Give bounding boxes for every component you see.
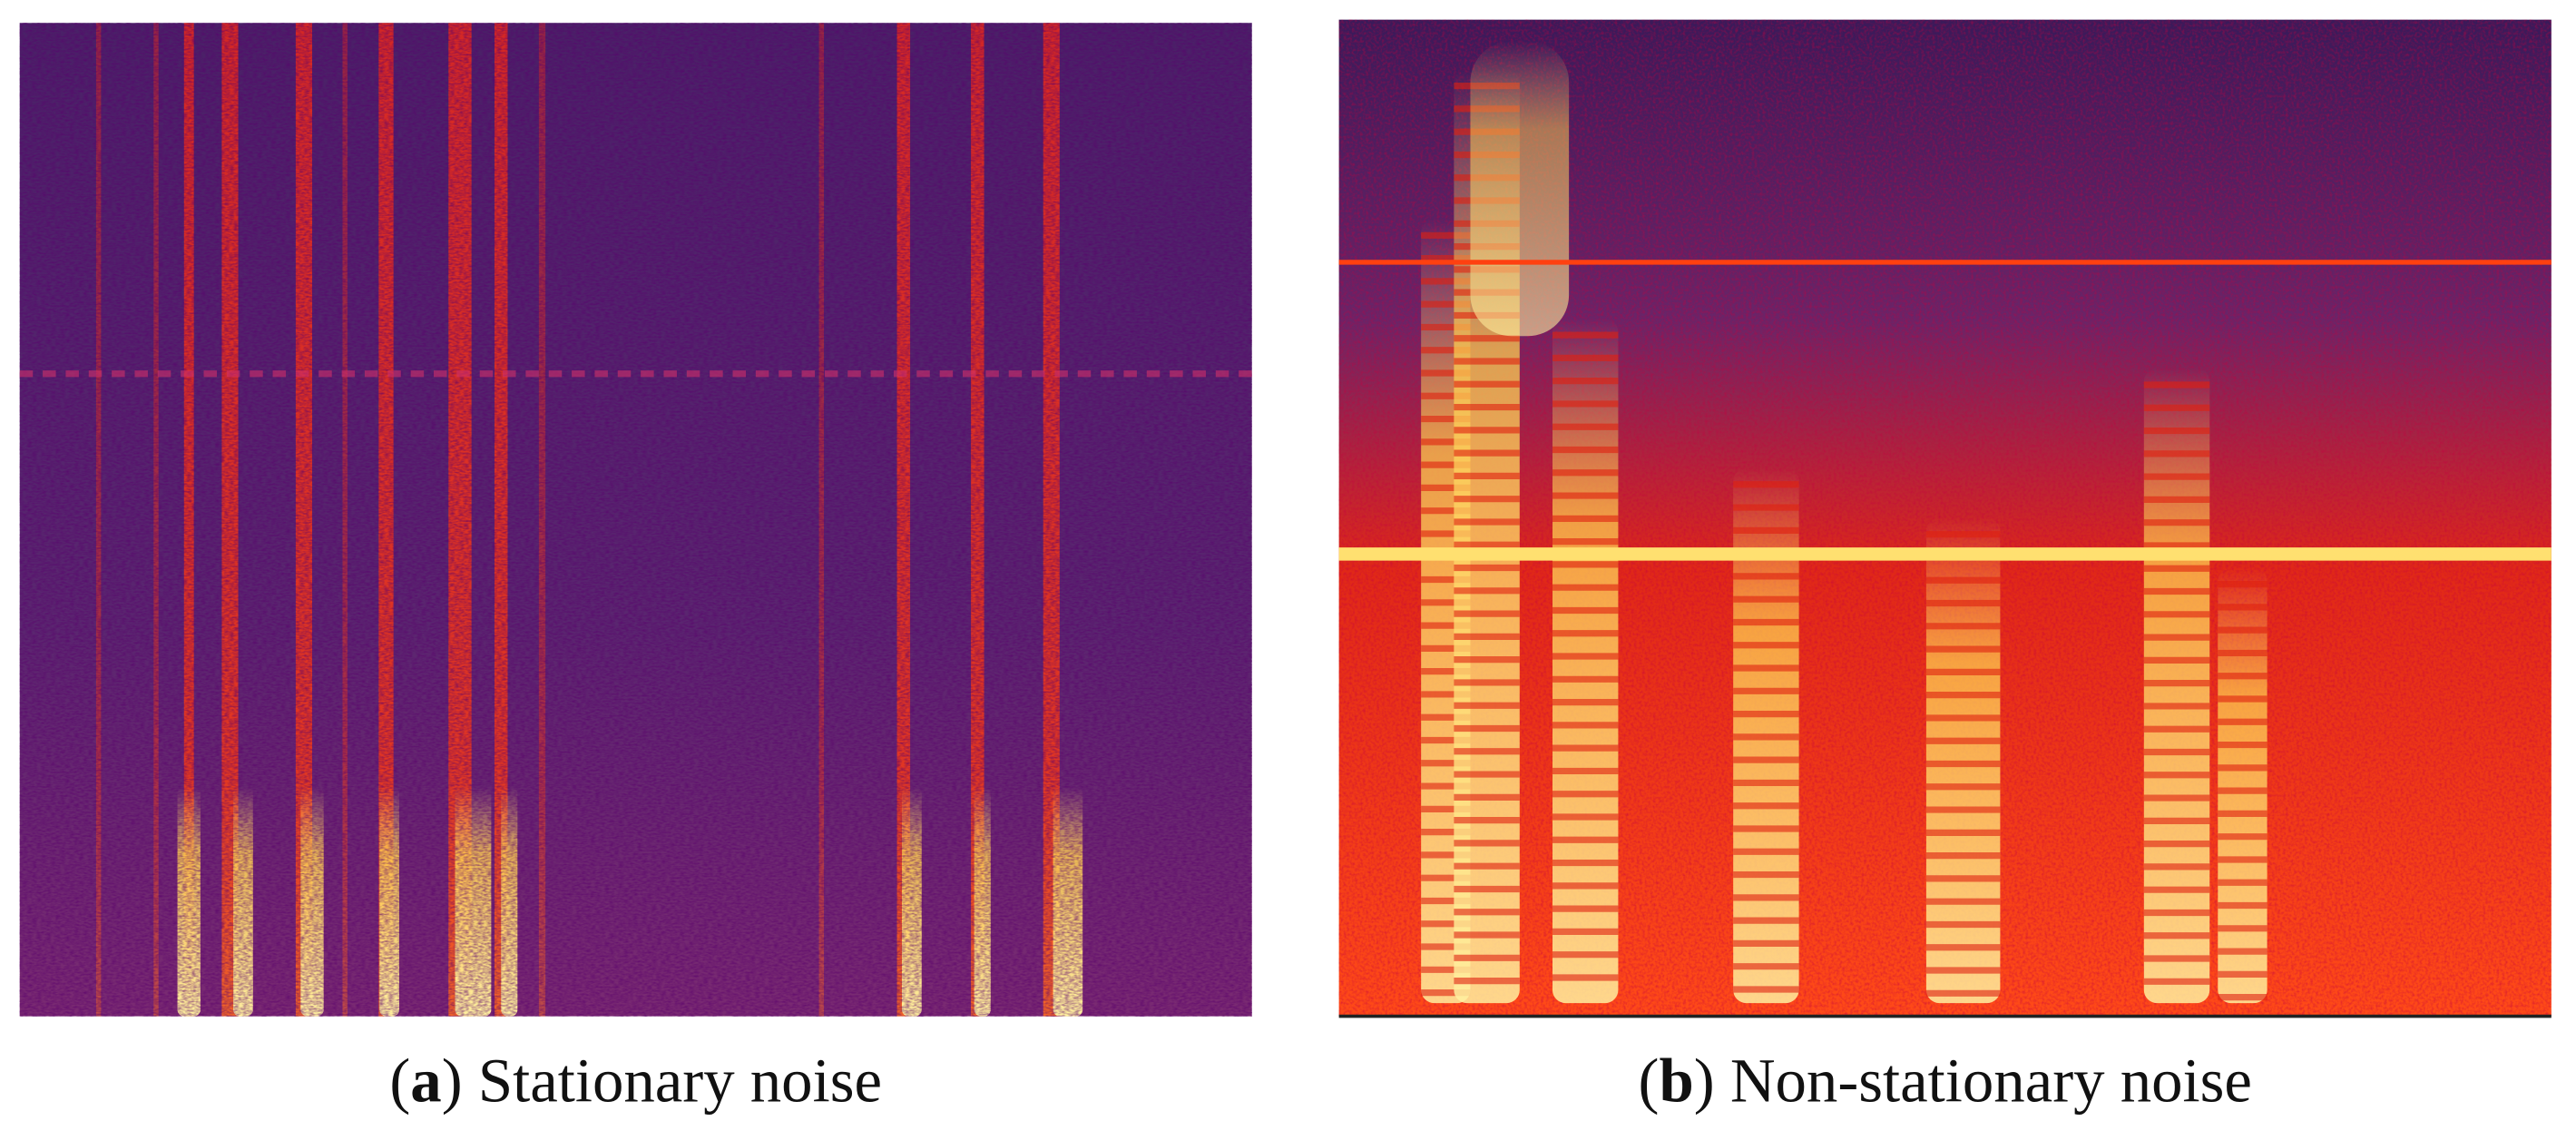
noise-texture bbox=[19, 23, 1252, 1017]
caption-text: Stationary noise bbox=[478, 1047, 882, 1116]
caption-paren: ( bbox=[1639, 1047, 1660, 1116]
speech-column bbox=[1552, 319, 1619, 1004]
caption-label: b bbox=[1659, 1047, 1693, 1116]
spectrogram-a bbox=[19, 23, 1252, 1017]
caption-text: Non-stationary noise bbox=[1730, 1047, 2252, 1116]
caption-paren: ) bbox=[1694, 1047, 1715, 1116]
caption-b: (b) Non-stationary noise bbox=[1639, 1047, 2252, 1116]
formant bbox=[1470, 41, 1570, 337]
caption-a: (a) Stationary noise bbox=[389, 1047, 882, 1116]
spectrogram-b bbox=[1338, 19, 2552, 1018]
caption-paren: ) bbox=[442, 1047, 463, 1116]
caption-paren: ( bbox=[389, 1047, 410, 1116]
caption-label: a bbox=[410, 1047, 441, 1116]
